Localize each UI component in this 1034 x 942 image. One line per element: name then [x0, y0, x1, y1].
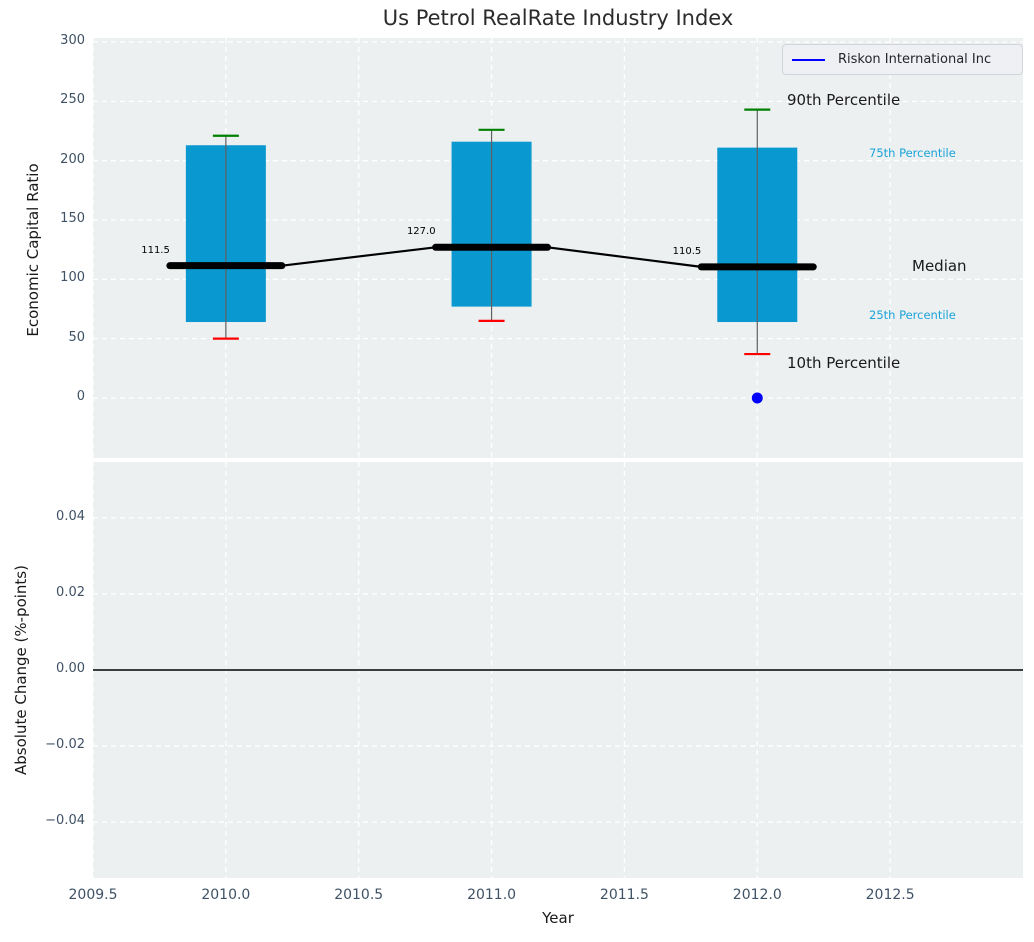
top-y-tick-label: 100: [60, 270, 85, 286]
top-plot-svg: [93, 38, 1023, 458]
bottom-y-tick-label: −0.04: [45, 813, 85, 829]
top-y-axis-label: Economic Capital Ratio: [24, 163, 42, 337]
bottom-plot-area: [93, 462, 1023, 878]
top-y-tick-label: 50: [68, 329, 85, 345]
bottom-y-axis-label: Absolute Change (%-points): [12, 565, 30, 775]
median-value-label: 127.0: [406, 226, 436, 238]
top-y-tick-label: 150: [60, 211, 85, 226]
top-y-tick-label: 300: [60, 33, 85, 49]
legend-label: Riskon International Inc: [838, 52, 992, 67]
x-tick-label: 2010.0: [201, 887, 251, 903]
bottom-y-tick-label: 0.04: [56, 508, 85, 524]
annotation-10th-percentile: 10th Percentile: [787, 354, 901, 372]
x-tick-label: 2012.0: [732, 887, 782, 903]
company-point: [751, 392, 763, 404]
bottom-y-tick-label: 0.02: [56, 584, 85, 600]
annotation-median: Median: [912, 257, 967, 275]
bottom-y-tick-label: −0.02: [45, 737, 85, 753]
chart-title: Us Petrol RealRate Industry Index: [382, 6, 734, 30]
x-tick-label: 2011.5: [599, 887, 649, 903]
x-tick-label: 2011.0: [467, 887, 517, 903]
bottom-y-tick-label: 0.00: [56, 661, 85, 676]
top-y-tick-label: 0: [76, 388, 85, 404]
median-value-label: 111.5: [141, 244, 170, 256]
legend-line-sample: [792, 58, 825, 61]
annotation-25th-percentile: 25th Percentile: [869, 308, 956, 322]
top-plot-area: [93, 38, 1023, 458]
annotation-75th-percentile: 75th Percentile: [869, 146, 956, 160]
annotation-90th-percentile: 90th Percentile: [787, 91, 901, 109]
median-connector: [547, 246, 702, 268]
x-axis-label: Year: [542, 909, 574, 927]
top-y-tick-label: 250: [60, 92, 85, 108]
bottom-plot-svg: [93, 462, 1023, 878]
x-tick-label: 2009.5: [68, 887, 118, 903]
median-value-label: 110.5: [672, 245, 702, 257]
legend: Riskon International Inc: [782, 44, 1023, 75]
top-y-tick-label: 200: [60, 151, 85, 167]
x-tick-label: 2010.5: [334, 887, 384, 903]
x-tick-label: 2012.5: [865, 887, 915, 903]
median-connector: [281, 246, 436, 267]
